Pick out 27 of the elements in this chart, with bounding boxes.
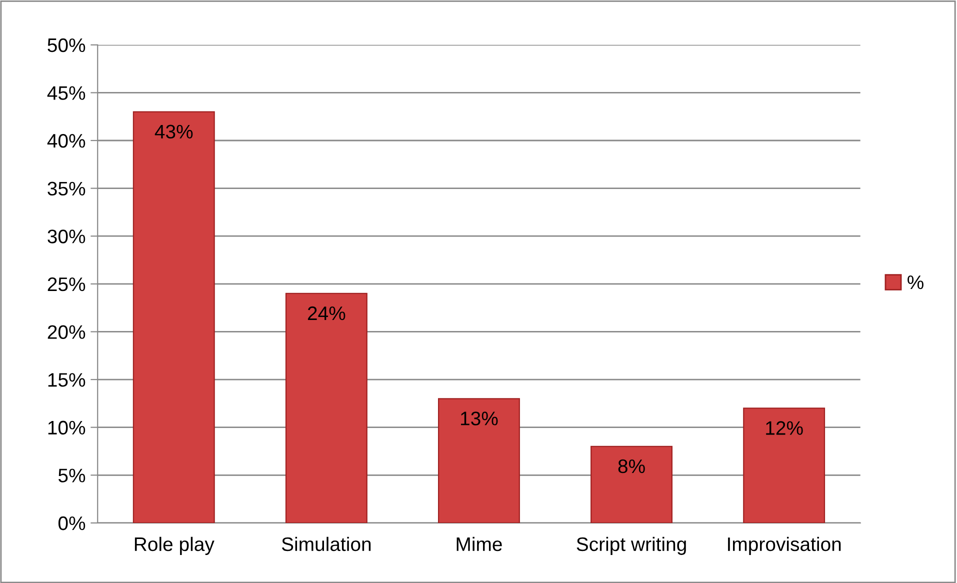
data-label: 43% [154,124,193,139]
legend-label: % [908,276,924,290]
data-label: 12% [766,421,803,435]
y-tick-label: 30% [48,230,86,244]
y-tick-label: 50% [48,38,86,52]
y-tick-label: 5% [58,468,86,482]
y-tick-label: 35% [48,182,86,196]
bar [132,111,215,523]
x-tick-label: Improvisation [728,536,841,555]
y-tick-label: 45% [47,86,86,100]
data-label: 8% [618,459,645,474]
bar [590,446,673,523]
y-tick-label: 0% [58,516,86,530]
bar [743,408,826,523]
x-tick-label: Script writing [576,536,686,555]
y-tick-label: 15% [48,373,86,387]
data-label: 13% [461,412,498,426]
y-tick-label: 20% [48,325,86,339]
x-tick-label: Simulation [282,536,371,552]
y-tick-label: 40% [47,134,86,148]
data-label: 24% [308,306,346,320]
x-tick-label: Mime [456,536,502,552]
y-tick-label: 10% [48,420,86,435]
bar [438,398,520,523]
bar [285,292,368,523]
x-tick-label: Role play [134,536,214,555]
y-tick-label: 25% [48,277,86,292]
